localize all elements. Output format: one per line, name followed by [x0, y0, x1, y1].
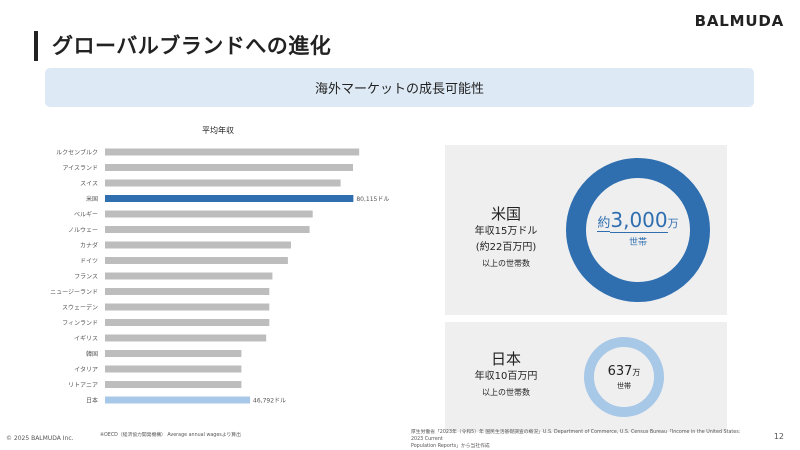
salary-bar-chart: 平均年収ルクセンブルク アイスランドスイス米国 80,115ドルベルギーノルウェーカ…	[0, 118, 440, 418]
japan-value-sub: 世帯	[617, 382, 631, 390]
bar-7	[105, 257, 288, 264]
copyright: © 2025 BALMUDA Inc.	[6, 435, 74, 442]
bar-16	[105, 396, 251, 404]
source-note-line-1: 厚生労働省「2023年（令和5）年 国民生活基礎調査の概況」U.S. Depar…	[411, 430, 741, 442]
japan-value-number: 637	[607, 364, 633, 379]
section-subtitle: 海外マーケットの成長可能性	[45, 68, 754, 107]
bar-2	[105, 179, 341, 187]
category-label: 日本	[86, 397, 98, 405]
category-label: リトアニア	[68, 382, 98, 389]
bar-4	[105, 210, 313, 218]
us-panel: 米国 年収15万ドル (約22百万円) 以上の世帯数 約3,000万 世帯	[445, 145, 727, 315]
category-label: ルクセンブルク	[56, 149, 98, 157]
us-value-unit: 万	[667, 217, 679, 230]
us-country-name: 米国	[490, 205, 521, 223]
category-label: 米国	[86, 195, 98, 203]
category-label: カナダ	[80, 242, 98, 250]
us-donut-value: 約3,000万 世帯	[578, 208, 698, 248]
category-label: ニュージーランド	[50, 289, 98, 296]
bar-14	[105, 365, 242, 373]
bar-5	[105, 226, 310, 233]
us-line-3: 以上の世帯数	[482, 259, 530, 268]
source-note: 厚生労働省「2023年（令和5）年 国民生活基礎調査の概況」U.S. Depar…	[411, 429, 751, 450]
japan-line-2: 以上の世帯数	[482, 388, 530, 397]
japan-donut-ring	[584, 337, 664, 417]
page-title: グローバルブランドへの進化	[52, 34, 332, 58]
page-number: 12	[773, 432, 784, 441]
bar-11	[105, 319, 270, 326]
bar-9	[105, 288, 270, 295]
bar-1	[105, 164, 353, 171]
japan-country-name: 日本	[490, 350, 521, 368]
category-label: ドイツ	[80, 258, 98, 265]
us-value-prefix: 約	[597, 216, 611, 232]
section-subtitle-text: 海外マーケットの成長可能性	[314, 82, 484, 97]
japan-donut	[584, 337, 664, 417]
japan-panel: 日本 年収10百万円 以上の世帯数 637万 世帯	[445, 322, 727, 432]
bar-8	[105, 272, 273, 280]
category-label: 韓国	[86, 350, 98, 358]
category-label: フィンランド	[62, 320, 98, 327]
category-label: イタリア	[74, 366, 98, 374]
japan-value-unit: 万	[632, 368, 641, 377]
bar-0	[105, 148, 360, 156]
japan-description: 日本 年収10百万円 以上の世帯数	[463, 348, 549, 401]
japan-line-1: 年収10百万円	[474, 371, 538, 382]
category-label: ベルギー	[74, 212, 98, 219]
us-donut	[566, 158, 710, 302]
title-accent-bar	[34, 31, 38, 61]
bar-3	[105, 195, 354, 202]
data-label: 80,115ドル	[356, 196, 389, 203]
category-label: スウェーデン	[62, 304, 98, 312]
us-description: 米国 年収15万ドル (約22百万円) 以上の世帯数	[463, 203, 549, 272]
bar-10	[105, 303, 270, 311]
us-donut-ring	[566, 158, 710, 302]
japan-donut-value: 637万 世帯	[594, 362, 654, 391]
category-label: アイスランド	[62, 165, 98, 172]
us-line-1: 年収15万ドル	[474, 226, 538, 237]
us-value-sub: 世帯	[628, 238, 647, 248]
bar-6	[105, 241, 291, 249]
bar-13	[105, 350, 242, 357]
data-label: 46,792ドル	[253, 398, 286, 405]
brand-logo: BALMUDA	[694, 12, 784, 30]
bar-12	[105, 334, 267, 342]
chart-source-note: ※OECD（経済協力開発機構） Average annual wagesより算出	[100, 433, 241, 438]
source-note-line-2: Population Reports」から当社作成	[411, 444, 490, 449]
category-label: フランス	[74, 274, 98, 281]
bar-15	[105, 381, 242, 388]
us-line-2: (約22百万円)	[475, 242, 537, 253]
category-label: スイス	[80, 181, 98, 188]
category-label: ノルウェー	[68, 226, 98, 234]
category-label: イギリス	[74, 336, 98, 343]
chart-title: 平均年収	[202, 125, 234, 135]
us-value-number: 3,000	[610, 208, 668, 233]
